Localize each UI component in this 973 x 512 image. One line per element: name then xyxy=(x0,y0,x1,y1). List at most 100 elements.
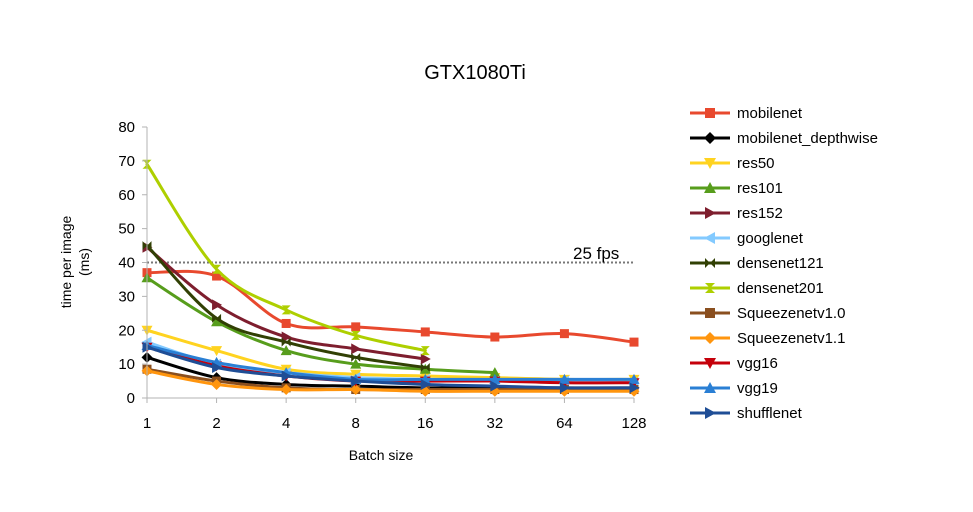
series-line xyxy=(145,369,636,393)
legend: mobilenet mobilenet_depthwise res50 res101 r… xyxy=(690,105,878,422)
y-tick-label: 30 xyxy=(118,288,135,305)
data-point xyxy=(351,330,361,340)
legend-swatch-marker xyxy=(704,182,716,193)
legend-item: densenet201 xyxy=(690,280,824,297)
legend-swatch-marker xyxy=(704,232,715,244)
legend-label: shufflenet xyxy=(737,405,803,422)
series-shufflenet xyxy=(142,341,640,394)
y-tick-label: 10 xyxy=(118,356,135,373)
data-point xyxy=(212,299,223,311)
legend-label: vgg19 xyxy=(737,380,778,397)
series-line xyxy=(145,343,636,382)
legend-item: densenet121 xyxy=(690,255,824,272)
series-line xyxy=(145,269,636,344)
legend-swatch-marker xyxy=(704,358,716,369)
data-point xyxy=(351,352,361,362)
legend-item: res101 xyxy=(690,180,783,197)
legend-label: densenet121 xyxy=(737,255,824,272)
reference-line-group: 25 fps xyxy=(147,244,634,264)
data-point xyxy=(490,380,501,392)
legend-label: densenet201 xyxy=(737,280,824,297)
data-point xyxy=(212,264,222,274)
data-point xyxy=(212,362,223,374)
data-point xyxy=(350,358,362,369)
legend-label: googlenet xyxy=(737,230,804,247)
data-point xyxy=(351,375,362,387)
series-line xyxy=(145,276,497,375)
legend-label: vgg16 xyxy=(737,355,778,372)
x-tick-label: 128 xyxy=(621,415,646,432)
data-point xyxy=(559,382,570,394)
y-tick-label: 60 xyxy=(118,187,135,204)
data-point xyxy=(489,367,501,378)
data-point xyxy=(351,343,362,355)
data-point xyxy=(212,271,222,281)
y-tick-label: 80 xyxy=(118,119,135,136)
legend-item: res152 xyxy=(690,205,783,222)
y-tick-label: 20 xyxy=(118,322,135,339)
x-tick-label: 32 xyxy=(487,415,504,432)
legend-label: mobilenet xyxy=(737,105,803,122)
data-point xyxy=(280,345,292,356)
data-point xyxy=(212,313,222,323)
y-axis-label: time per image (ms) xyxy=(58,215,92,308)
legend-swatch-marker xyxy=(705,407,716,419)
data-point xyxy=(281,318,291,328)
reference-line-label: 25 fps xyxy=(573,244,619,263)
x-tick-label: 2 xyxy=(212,415,220,432)
series-group xyxy=(141,159,640,397)
y-tick-label: 40 xyxy=(118,255,135,272)
data-point xyxy=(211,346,223,357)
series-line xyxy=(145,345,636,390)
data-point xyxy=(281,337,291,347)
legend-swatch-marker xyxy=(704,332,716,344)
legend-label: res152 xyxy=(737,205,783,222)
data-point xyxy=(281,370,292,382)
x-tick-label: 16 xyxy=(417,415,434,432)
data-point xyxy=(211,316,223,327)
legend-swatch-marker xyxy=(704,158,716,169)
data-point xyxy=(350,384,362,396)
data-point xyxy=(420,346,430,356)
series-res152 xyxy=(142,241,431,365)
y-tick-label: 0 xyxy=(127,390,135,407)
data-point xyxy=(490,332,500,342)
data-point xyxy=(420,363,430,373)
x-tick-label: 4 xyxy=(282,415,290,432)
data-point xyxy=(629,337,639,347)
chart-title: GTX1080Ti xyxy=(424,62,526,84)
legend-item: mobilenet_depthwise xyxy=(690,130,878,147)
legend-label: res50 xyxy=(737,155,775,172)
data-point xyxy=(629,382,640,394)
data-point xyxy=(211,378,223,390)
legend-label: Squeezenetv1.1 xyxy=(737,330,845,347)
y-axis-label-line2: (ms) xyxy=(76,248,92,276)
y-tick-label: 50 xyxy=(118,221,135,238)
data-point xyxy=(420,378,431,390)
legend-item: googlenet xyxy=(690,230,804,247)
legend-label: mobilenet_depthwise xyxy=(737,130,878,147)
data-point xyxy=(628,373,640,384)
series-densenet121 xyxy=(142,241,430,373)
legend-item: Squeezenetv1.0 xyxy=(690,305,845,322)
series-line xyxy=(145,345,636,385)
data-point xyxy=(351,322,361,332)
series-densenet201 xyxy=(142,159,430,356)
data-point xyxy=(558,373,570,384)
legend-swatch-marker xyxy=(705,308,715,318)
data-point xyxy=(420,327,430,337)
data-point xyxy=(559,329,569,339)
legend-swatch-marker xyxy=(705,283,715,293)
x-tick-label: 1 xyxy=(143,415,151,432)
legend-label: Squeezenetv1.0 xyxy=(737,305,845,322)
data-point xyxy=(281,305,291,315)
legend-swatch-marker xyxy=(705,207,716,219)
y-axis-label-line1: time per image xyxy=(58,215,74,308)
legend-item: mobilenet xyxy=(690,105,803,122)
legend-item: res50 xyxy=(690,155,775,172)
legend-item: vgg16 xyxy=(690,355,778,372)
legend-swatch-marker xyxy=(704,132,716,144)
series-line xyxy=(145,162,427,353)
legend-item: shufflenet xyxy=(690,405,803,422)
